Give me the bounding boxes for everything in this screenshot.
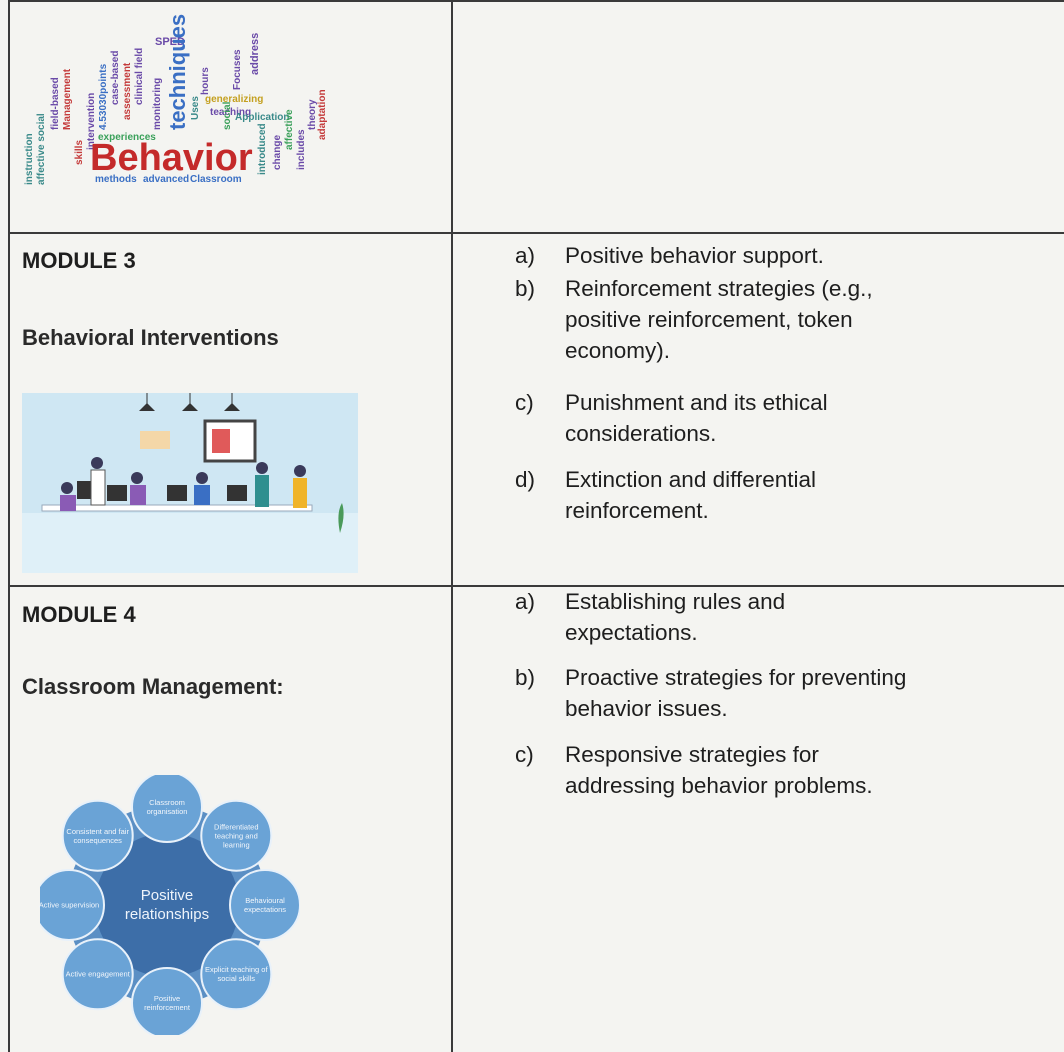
table-border xyxy=(8,232,1064,234)
cloud-word: introduced xyxy=(257,123,268,175)
cloud-word: methods xyxy=(95,174,137,185)
cloud-word: experiences xyxy=(98,132,156,143)
topic-text: considerations. xyxy=(565,421,717,446)
segment-circle xyxy=(229,869,300,941)
segment-label: Explicit teaching of social skills xyxy=(205,965,268,984)
segment-label: Active supervision xyxy=(38,900,100,910)
cloud-word: affective social xyxy=(36,113,47,185)
cloud-word: Management xyxy=(62,68,73,130)
module-label: MODULE 3 xyxy=(22,248,136,273)
cloud-word: field-based xyxy=(50,77,61,130)
topic-text: Positive behavior support. xyxy=(565,243,824,268)
topic-text: reinforcement. xyxy=(565,498,709,523)
topic-text: Reinforcement strategies (e.g., xyxy=(565,276,873,301)
topic-marker: c) xyxy=(515,390,534,415)
segment-label: Active engagement xyxy=(65,969,130,979)
center-label: Positive relationships xyxy=(124,887,210,923)
topic-text: positive reinforcement, token xyxy=(565,307,853,332)
topic-text: Punishment and its ethical xyxy=(565,390,828,415)
office-illustration xyxy=(22,393,358,573)
cloud-word: intervention xyxy=(86,93,97,150)
cloud-word: case-based xyxy=(110,51,121,105)
table-border xyxy=(8,0,10,1052)
cloud-word: Application xyxy=(235,112,289,123)
cloud-word: monitoring xyxy=(152,78,163,130)
segment-label: Behavioural expectations xyxy=(243,896,287,914)
topic-item: b) Proactive strategies for preventing beh… xyxy=(515,662,906,724)
topic-item: d) Extinction and differential reinforceme… xyxy=(515,464,816,526)
relationships-diagram xyxy=(40,775,300,1035)
cloud-word: change xyxy=(272,135,283,170)
topic-text: expectations. xyxy=(565,620,698,645)
module-title: Classroom Management: xyxy=(22,674,284,699)
cloud-word: hours xyxy=(200,67,211,95)
cloud-word: SPED xyxy=(155,36,185,48)
segment-circle xyxy=(131,967,203,1035)
topic-text: economy). xyxy=(565,338,671,363)
table-border xyxy=(8,585,1064,587)
cloud-word: affective xyxy=(284,109,295,150)
center-circle xyxy=(95,833,239,977)
cloud-word: adaptation xyxy=(317,89,328,140)
diagram-labels: Classroom organisation Differentiated tea… xyxy=(39,775,300,1035)
topic-item: b) Reinforcement strategies (e.g., positiv… xyxy=(515,273,873,366)
cloud-word: 4.53030points xyxy=(98,63,109,130)
cloud-word: teaching xyxy=(210,107,251,118)
table-border xyxy=(8,0,1064,2)
segment-label: Classroom organisation xyxy=(146,798,188,816)
segment-label: Differentiated teaching and learning xyxy=(214,822,259,850)
segment-circle xyxy=(40,869,105,941)
table-border xyxy=(451,0,453,1052)
topic-item: a) Establishing rules and expectations. xyxy=(515,586,785,648)
cloud-word: theory xyxy=(307,99,318,130)
segment-circle xyxy=(131,775,203,843)
module-label: MODULE 4 xyxy=(22,602,136,627)
cloud-word: includes xyxy=(296,129,307,170)
cloud-word: techniques xyxy=(165,14,190,130)
topic-marker: b) xyxy=(515,665,536,690)
cloud-word: generalizing xyxy=(205,94,263,105)
topic-marker: d) xyxy=(515,467,536,492)
cloud-word: Behavior xyxy=(90,137,253,179)
segment-circle xyxy=(200,938,273,1011)
topic-text: Proactive strategies for preventing xyxy=(565,665,907,690)
cloud-word: instruction xyxy=(24,133,35,185)
cloud-word: Uses xyxy=(190,96,201,120)
cloud-word: Focuses xyxy=(232,49,243,90)
topic-item: a) Positive behavior support. xyxy=(515,240,824,271)
cloud-word: social xyxy=(222,101,233,130)
topic-marker: a) xyxy=(515,589,536,614)
topic-text: behavior issues. xyxy=(565,696,728,721)
topic-item: c) Punishment and its ethical consideratio… xyxy=(515,387,828,449)
topic-text: Extinction and differential xyxy=(565,467,816,492)
segment-circle xyxy=(61,938,134,1011)
segment-label: Positive reinforcement xyxy=(144,994,190,1012)
topic-marker: c) xyxy=(515,742,534,767)
segment-circle xyxy=(61,799,134,872)
topic-text: addressing behavior problems. xyxy=(565,773,873,798)
cloud-word: skills xyxy=(74,140,85,165)
topic-item: c) Responsive strategies for addressing be… xyxy=(515,739,873,801)
topic-text: Responsive strategies for xyxy=(565,742,819,767)
topic-marker: a) xyxy=(515,243,536,268)
cloud-word: clinical field xyxy=(134,48,145,105)
cloud-word: assessment xyxy=(122,62,133,120)
cloud-word: advanced xyxy=(143,174,189,185)
segment-label: Consistent and fair consequences xyxy=(66,826,129,845)
module-title: Behavioral Interventions xyxy=(22,325,279,350)
topic-marker: b) xyxy=(515,276,536,301)
segment-circle xyxy=(200,799,273,872)
cloud-word: Classroom xyxy=(190,174,242,185)
topic-text: Establishing rules and xyxy=(565,589,786,614)
cloud-word: address xyxy=(249,33,261,75)
